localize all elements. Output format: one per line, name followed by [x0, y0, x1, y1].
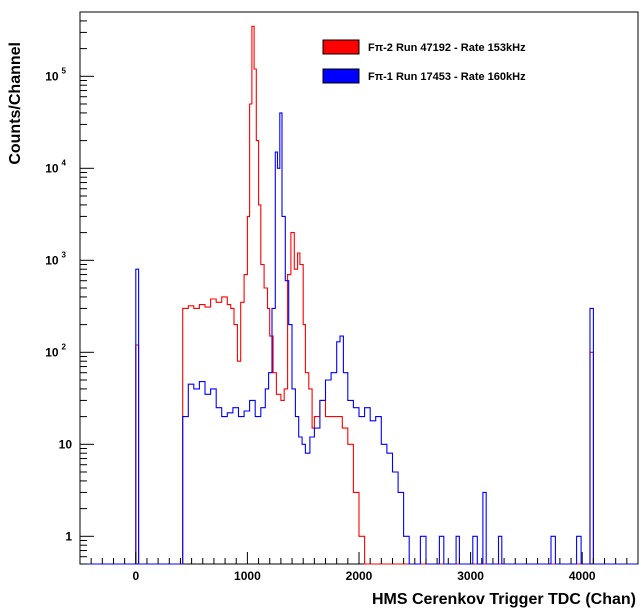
x-tick-label: 3000 — [457, 569, 484, 583]
y-tick-label: 10 5 — [45, 66, 66, 83]
x-tick-label: 0 — [132, 569, 139, 583]
y-tick-label: 10 — [59, 437, 73, 451]
y-tick-label: 10 4 — [45, 158, 66, 175]
x-tick-label: 4000 — [569, 569, 596, 583]
x-tick-label: 1000 — [234, 569, 261, 583]
x-axis: 0 1000 2000 3000 4000 — [79, 552, 639, 583]
plot-frame — [79, 11, 639, 565]
legend: Fπ-2 Run 47192 - Rate 153kHz Fπ-1 Run 174… — [322, 39, 526, 84]
y-tick-label: 1 — [65, 529, 72, 543]
legend-swatch-1 — [322, 39, 360, 55]
legend-swatch-2 — [322, 68, 360, 84]
legend-label-1: Fπ-2 Run 47192 - Rate 153kHz — [368, 42, 526, 54]
y-tick-label: 10 2 — [45, 342, 66, 359]
series-line-2 — [80, 112, 638, 565]
series-layer — [80, 25, 638, 565]
legend-label-2: Fπ-1 Run 17453 - Rate 160kHz — [368, 71, 526, 83]
y-tick-label: 10 3 — [45, 250, 66, 267]
series-line-1 — [80, 25, 638, 565]
x-tick-label: 2000 — [346, 569, 373, 583]
y-axis-title: Counts/Channel — [7, 42, 24, 165]
x-axis-title: HMS Cerenkov Trigger TDC (Chan) — [372, 591, 636, 608]
